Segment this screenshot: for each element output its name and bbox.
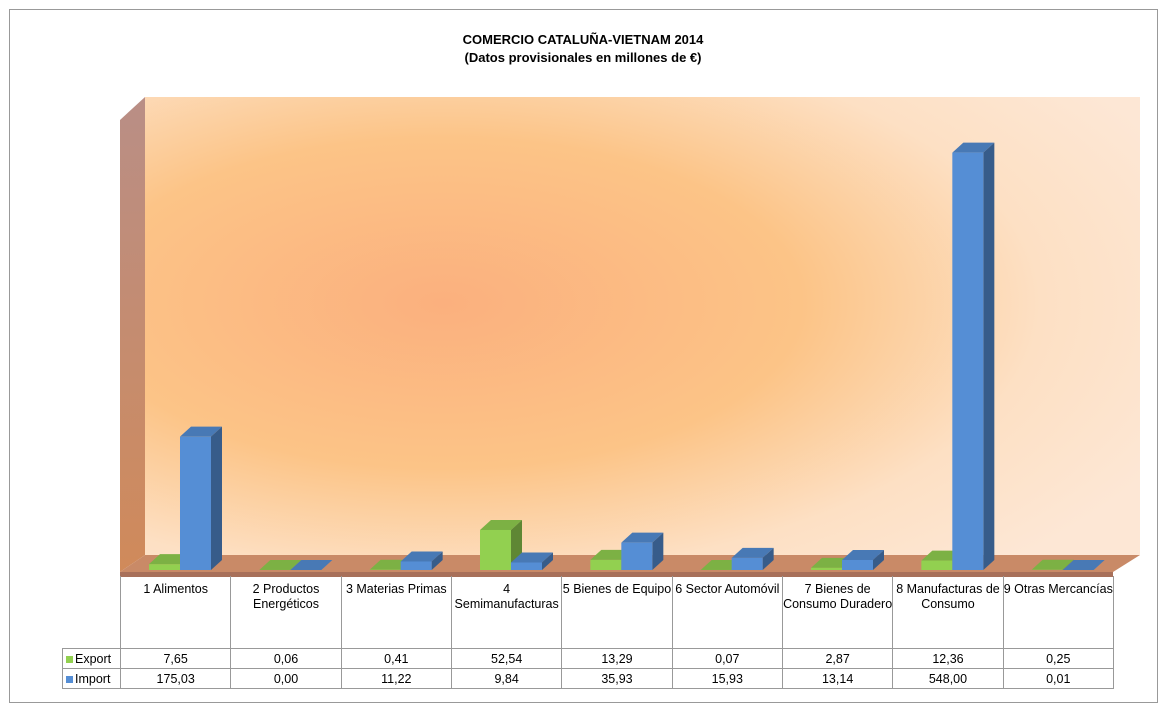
bar-top — [1031, 559, 1074, 570]
category-label: 5 Bienes de Equipo — [561, 576, 673, 649]
bar-top — [400, 551, 443, 562]
value-label: 0,01 — [1002, 668, 1114, 689]
side-wall — [120, 97, 145, 572]
category-label: 4 Semimanufacturas — [450, 576, 563, 649]
bar-side — [290, 559, 302, 570]
bar-top — [259, 559, 302, 570]
value-label: 0,00 — [230, 668, 342, 689]
bar — [590, 559, 622, 570]
bar-top — [842, 549, 884, 560]
bar-side — [211, 426, 222, 570]
floor-edge — [120, 572, 1113, 577]
value-label: 15,93 — [671, 668, 783, 689]
bar-side — [431, 551, 443, 570]
corner — [63, 576, 121, 649]
bar — [621, 542, 653, 570]
value-label: 52,54 — [450, 648, 563, 669]
value-label: 11,22 — [340, 668, 452, 689]
bar-top — [480, 519, 522, 530]
legend-key — [66, 675, 73, 683]
bar — [921, 560, 953, 570]
bar-side — [1062, 559, 1074, 570]
bar — [952, 152, 984, 570]
value-label: 7,65 — [119, 648, 232, 669]
series-row: Export 7,65 0,06 0,41 52,54 13,29 0,07 2,87 12,3… — [62, 648, 1114, 669]
value-label: 548,00 — [892, 668, 1004, 689]
legend-key — [66, 655, 73, 663]
value-label: 9,84 — [450, 668, 563, 689]
bar — [511, 562, 542, 570]
bar-top — [731, 547, 774, 558]
category-label: 1 Alimentos — [119, 576, 232, 649]
chart-title: COMERCIO CATALUÑA-VIETNAM 2014 — [463, 32, 705, 47]
bar-top — [1062, 559, 1105, 570]
category-row: 1 Alimentos 2 Productos Energéticos 3 Mate… — [63, 576, 1114, 649]
bar — [149, 564, 180, 570]
value-label: 12,36 — [892, 648, 1004, 669]
category-label: 9 Otras Mercancías — [1002, 576, 1114, 649]
bar-top — [290, 560, 333, 570]
value-label: 0,25 — [1002, 648, 1114, 669]
value-label: 0,07 — [671, 648, 783, 669]
value-label: 175,03 — [119, 668, 232, 689]
bar — [731, 557, 763, 570]
bar-top — [511, 552, 553, 563]
bar-side — [542, 552, 553, 570]
value-label: 0,41 — [340, 648, 452, 669]
category-label: 7 Bienes de Consumo Duradero — [781, 576, 894, 649]
value-label: 13,29 — [561, 648, 673, 669]
bar-side — [762, 547, 774, 570]
bar — [842, 559, 873, 570]
data-table: 1 Alimentos 2 Productos Energéticos 3 Mate… — [62, 576, 1114, 689]
category-label: 2 Productos Energéticos — [230, 576, 342, 649]
category-label: 8 Manufacturas de Consumo — [892, 576, 1004, 649]
bar-side — [1093, 559, 1105, 570]
bar-side — [652, 532, 664, 570]
chart-subtitle: (Datos provisionales en millones de €) — [465, 50, 702, 65]
value-label: 0,06 — [230, 648, 342, 669]
bar — [180, 436, 211, 570]
legend-label: Export — [75, 651, 112, 666]
legend-entry: Import — [62, 668, 121, 689]
bar-side — [983, 142, 995, 570]
bar-top — [952, 142, 995, 153]
value-label: 35,93 — [561, 668, 673, 689]
category-label: 6 Sector Automóvil — [671, 576, 783, 649]
bar-side — [873, 549, 884, 570]
series-row: Import 175,03 0,00 11,22 9,84 35,93 15,93 13,14… — [62, 668, 1114, 689]
bar-top — [180, 426, 222, 437]
category-label: 3 Materias Primas — [340, 576, 452, 649]
bar — [811, 567, 842, 570]
value-label: 2,87 — [781, 648, 894, 669]
bar-top — [621, 532, 664, 543]
legend-label: Import — [75, 671, 111, 686]
bar — [400, 561, 432, 570]
value-label: 13,14 — [781, 668, 894, 689]
legend-entry: Export — [62, 648, 121, 669]
bar — [480, 529, 511, 570]
